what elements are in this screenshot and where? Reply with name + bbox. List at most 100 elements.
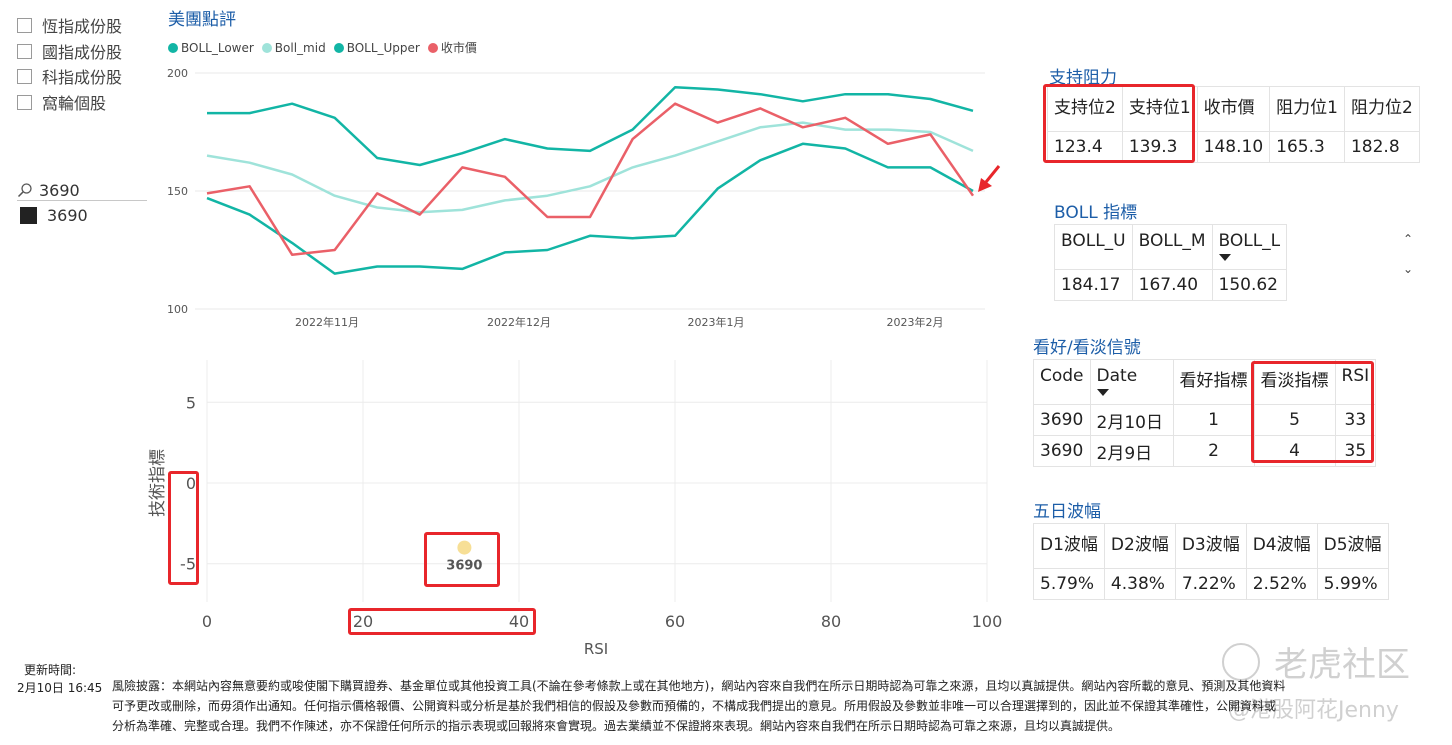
y-tick-label: 200 (167, 67, 188, 80)
x-tick-label: 2022年11月 (295, 315, 359, 329)
series-line (206, 142, 974, 275)
column-header[interactable]: 收市價 (1196, 86, 1271, 132)
data-label: 3690 (446, 559, 482, 574)
sort-desc-icon (1218, 254, 1231, 261)
line-chart-title: 美團點評 (168, 10, 236, 30)
line-chart: 200 150 100 2022年11月 2022年12月 2023年1月 20… (167, 67, 1001, 329)
line-chart-legend: BOLL_Lower Boll_mid BOLL_Upper 收市價 (168, 39, 477, 56)
x-tick-label: 40 (509, 612, 529, 631)
slicer-item-label: 科指成份股 (42, 68, 123, 87)
table-cell: 184.17 (1054, 269, 1133, 301)
slicer-selected-item[interactable]: 3690 (20, 206, 88, 225)
column-header[interactable]: D3波幅 (1174, 523, 1247, 569)
slicer-item-hstech[interactable]: 科指成份股 (17, 65, 122, 87)
y-tick-label: 150 (167, 185, 188, 198)
scroll-up-icon[interactable]: ⌃ (1403, 232, 1414, 246)
disclaimer-line: 可予更改或刪除，而毋須作出通知。任何指示價格報價、公開資料或分析是基於我們相信的… (112, 699, 1277, 713)
column-header[interactable]: D1波幅 (1033, 523, 1105, 569)
slicer-item-hscei[interactable]: 國指成份股 (17, 40, 122, 62)
slicer-item-hsi[interactable]: 恆指成份股 (17, 14, 122, 36)
table-row: 5.79% 4.38% 7.22% 2.52% 5.99% (1033, 568, 1389, 600)
scroll-down-icon[interactable]: ⌄ (1403, 262, 1414, 276)
y-tick-label: -5 (180, 555, 196, 574)
table-cell: 3690 (1033, 435, 1091, 467)
highlight-box (168, 471, 199, 585)
x-tick-label: 80 (821, 612, 841, 631)
search-input[interactable]: 3690 (39, 180, 80, 200)
column-header[interactable]: 阻力位1 (1269, 86, 1345, 132)
column-header[interactable]: 看好指標 (1172, 359, 1255, 405)
legend-label: 收市價 (440, 41, 477, 55)
table-cell: 2.52% (1245, 568, 1318, 600)
table-cell: 1 (1172, 404, 1255, 436)
search-icon (17, 183, 32, 198)
column-header[interactable]: BOLL_M (1131, 224, 1213, 270)
highlight-box (348, 608, 536, 635)
checked-checkbox[interactable] (20, 207, 37, 224)
y-tick-label: 100 (167, 303, 188, 316)
signal-table-title: 看好/看淡信號 (1033, 338, 1141, 358)
slicer-selected-label: 3690 (47, 206, 88, 225)
column-header[interactable]: BOLL_L (1211, 224, 1288, 270)
watermark-handle: @港股阿花Jenny (1228, 698, 1399, 723)
legend-item[interactable]: BOLL_Upper (333, 40, 420, 55)
column-header[interactable]: 看淡指標 (1253, 359, 1336, 405)
checkbox[interactable] (17, 17, 32, 33)
table-cell: 2 (1172, 435, 1255, 467)
column-header[interactable]: D5波幅 (1316, 523, 1389, 569)
column-header[interactable]: 支持位2 (1047, 86, 1123, 132)
table-row: 3690 2月10日 1 5 33 (1033, 404, 1377, 436)
series-line (206, 121, 974, 214)
table-header-row: BOLL_U BOLL_M BOLL_L (1054, 224, 1288, 270)
support-table-title: 支持阻力 (1049, 68, 1117, 88)
table-row: 184.17 167.40 150.62 (1054, 269, 1288, 301)
table-row: 123.4 139.3 148.10 165.3 182.8 (1047, 131, 1420, 163)
column-header[interactable]: Date (1089, 359, 1174, 405)
x-tick-label: 0 (202, 612, 212, 631)
legend-dot-icon (168, 42, 178, 53)
slicer-item-label: 恆指成份股 (42, 17, 123, 36)
legend-label: BOLL_Upper (346, 40, 420, 55)
column-header[interactable]: Code (1033, 359, 1091, 405)
column-header[interactable]: BOLL_U (1054, 224, 1133, 270)
column-header-label: Date (1096, 366, 1138, 386)
legend-item[interactable]: 收市價 (427, 39, 477, 56)
watermark-brand: 老虎社区 (1274, 645, 1410, 685)
x-tick-label: 2023年2月 (887, 315, 944, 329)
table-cell: 139.3 (1121, 131, 1198, 163)
signal-table: Code Date 看好指標 看淡指標 RSI 3690 2月10日 1 5 3… (1033, 359, 1377, 467)
column-header[interactable]: 支持位1 (1121, 86, 1198, 132)
table-cell: 7.22% (1174, 568, 1247, 600)
checkbox[interactable] (17, 68, 32, 84)
tiger-logo-icon (1222, 642, 1260, 681)
checkbox[interactable] (17, 94, 32, 110)
legend-item[interactable]: BOLL_Lower (168, 41, 254, 55)
column-header[interactable]: 阻力位2 (1343, 86, 1420, 132)
slicer-item-label: 窩輪個股 (42, 94, 107, 113)
y-axis-label: 技術指標 (148, 449, 168, 517)
table-cell: 3690 (1033, 404, 1091, 436)
column-header[interactable]: D2波幅 (1103, 523, 1176, 569)
red-arrow-icon (978, 165, 1001, 192)
watermark-logo: 老虎社区 (1222, 637, 1410, 686)
table-cell: 150.62 (1211, 269, 1288, 301)
x-tick-label: 20 (353, 612, 373, 631)
table-cell: 4.38% (1103, 568, 1176, 600)
sort-desc-icon (1096, 389, 1109, 396)
x-tick-label: 2023年1月 (688, 315, 745, 329)
table-header-row: 支持位2 支持位1 收市價 阻力位1 阻力位2 (1047, 86, 1420, 132)
slicer-item-warrant[interactable]: 窩輪個股 (17, 91, 106, 113)
table-cell: 148.10 (1196, 131, 1271, 163)
table-cell: 167.40 (1131, 269, 1213, 301)
x-axis-label: RSI (584, 640, 608, 658)
column-header[interactable]: D4波幅 (1245, 523, 1318, 569)
checkbox[interactable] (17, 43, 32, 59)
slicer-item-label: 國指成份股 (42, 43, 123, 62)
table-cell: 5.99% (1316, 568, 1389, 600)
disclaimer-line: 風險披露：本網站內容無意要約或唆使閣下購買證券、基金單位或其他投資工具(不論在參… (112, 679, 1286, 693)
legend-item[interactable]: Boll_mid (261, 41, 326, 55)
table-cell: 182.8 (1343, 131, 1420, 163)
column-header[interactable]: RSI (1334, 359, 1377, 405)
y-tick-label: 5 (186, 393, 196, 412)
slicer-search[interactable]: 3690 (17, 180, 147, 201)
